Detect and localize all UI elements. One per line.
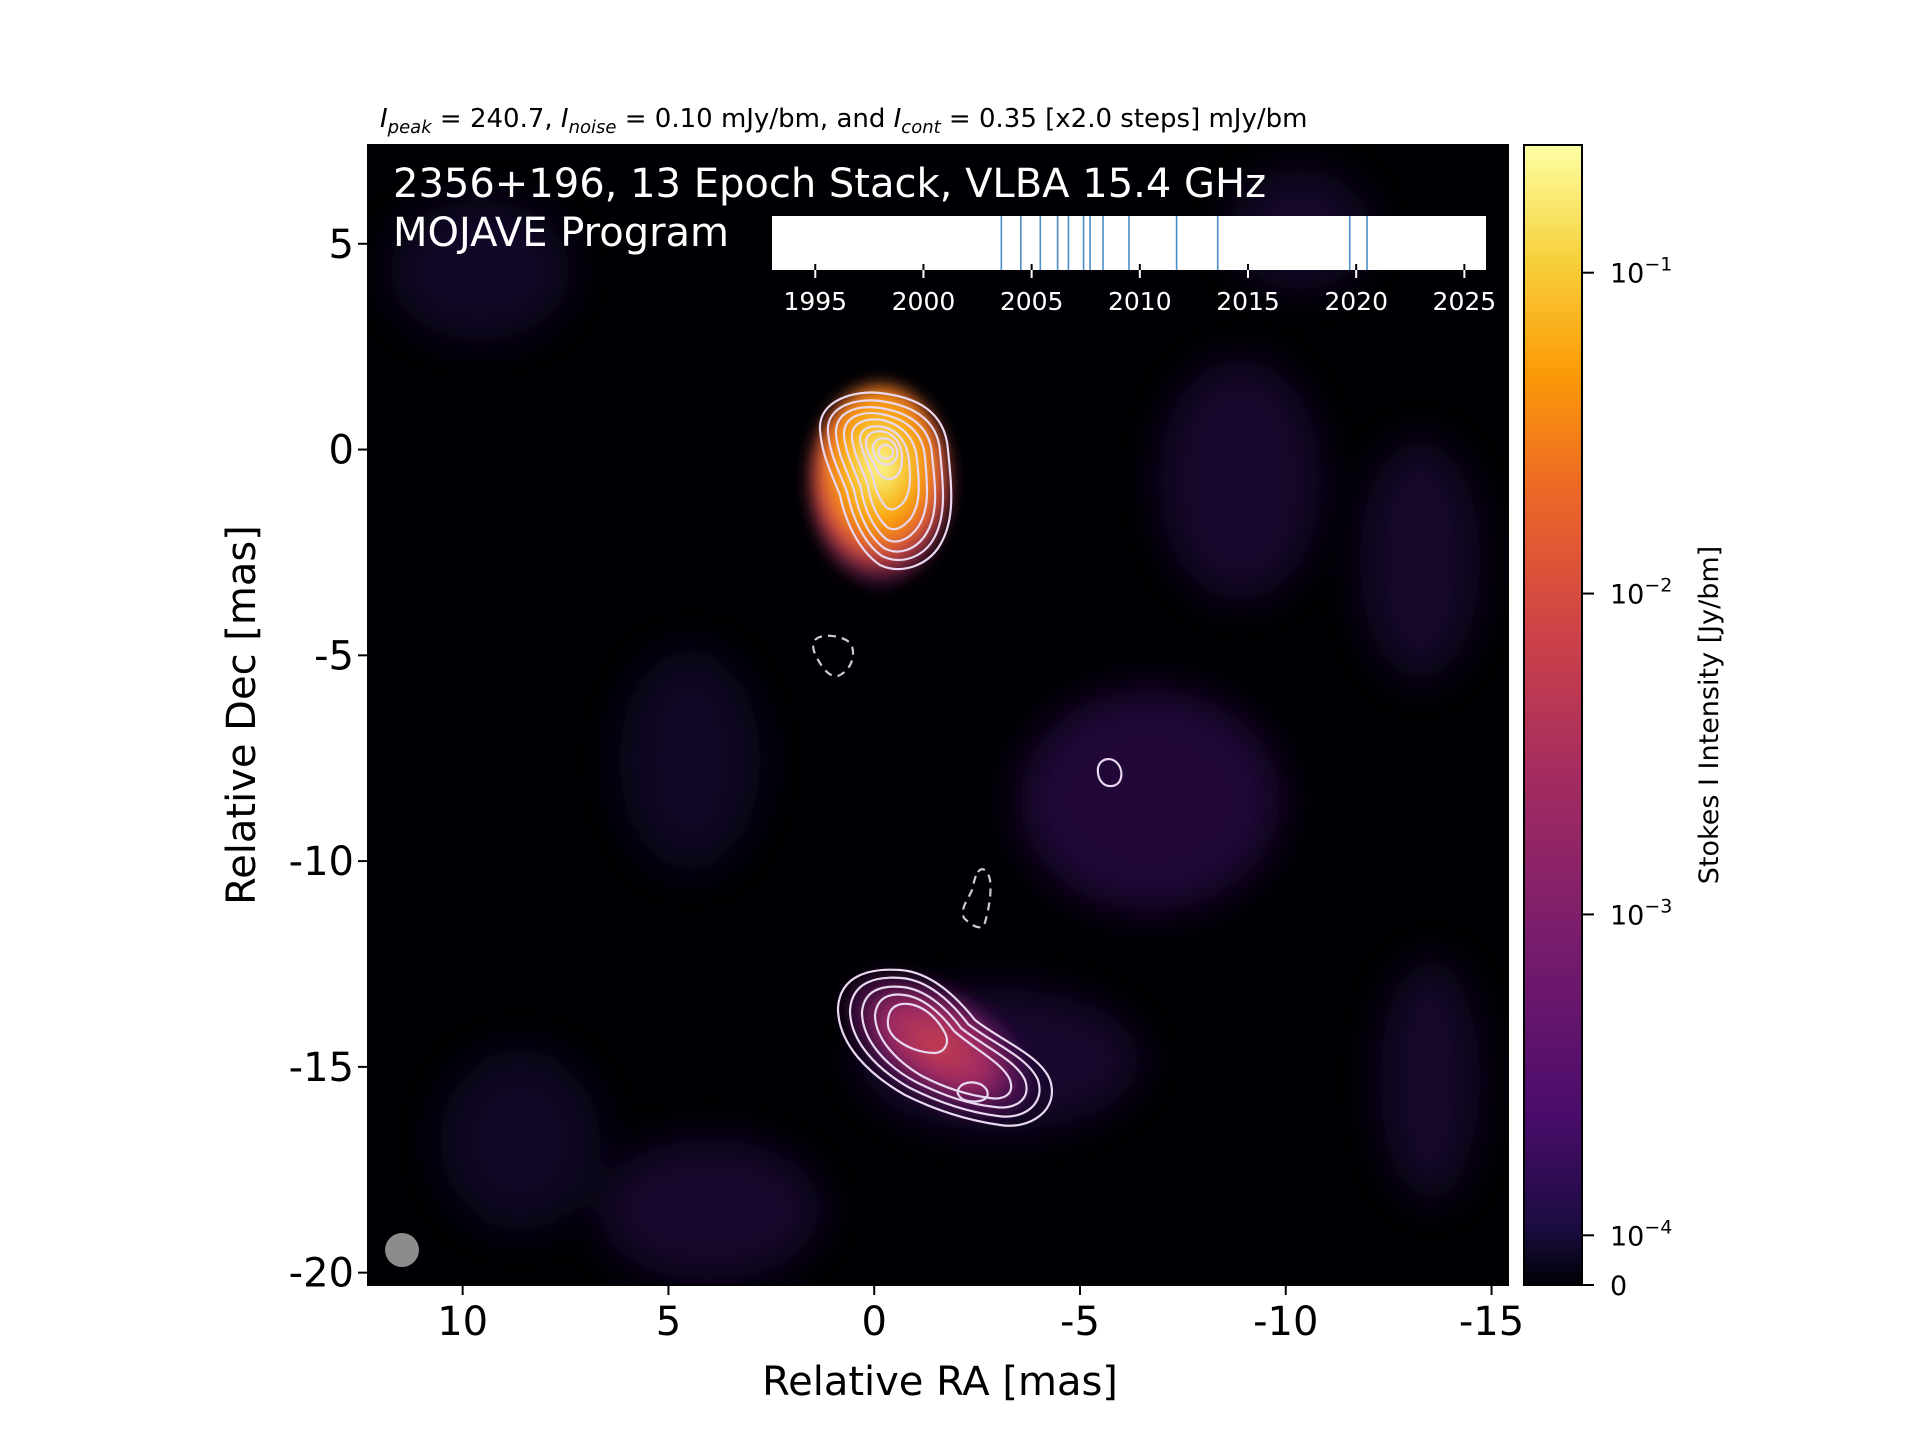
timeline-tick-label: 2000 <box>892 287 956 316</box>
colorbar-tick-label: 10−3 <box>1610 895 1672 931</box>
colorbar-tick-label: 0 <box>1610 1271 1627 1302</box>
y-tick-label: -15 <box>289 1045 354 1091</box>
x-tick-label: 0 <box>861 1299 886 1345</box>
intensity-summary: Ipeak = 240.7, Inoise = 0.10 mJy/bm, and… <box>380 104 1307 138</box>
southern-contours <box>836 968 1053 1127</box>
y-tick-label: -20 <box>289 1251 354 1297</box>
timeline-tick-label: 2010 <box>1108 287 1172 316</box>
beam-ellipse <box>385 1233 419 1267</box>
plot-frame <box>367 144 1509 1286</box>
colorbar <box>1523 144 1583 1286</box>
x-axis: 10 5 0 -5 -10 -15 <box>437 1285 1524 1345</box>
x-axis-label: Relative RA [mas] <box>762 1359 1118 1405</box>
y-tick-label: 0 <box>329 428 354 474</box>
y-tick-label: -5 <box>314 633 354 679</box>
colorbar-tick-label: 10−4 <box>1610 1216 1672 1252</box>
y-axis: 5 0 -5 -10 -15 -20 <box>289 222 368 1297</box>
timeline-tick-label: 2005 <box>1000 287 1064 316</box>
y-axis-label: Relative Dec [mas] <box>219 525 265 905</box>
negative-contour-1 <box>812 634 855 678</box>
timeline-tick-label: 2015 <box>1216 287 1280 316</box>
timeline-tick-label: 1995 <box>783 287 847 316</box>
y-tick-label: -10 <box>289 839 354 885</box>
colorbar-tick-label: 10−1 <box>1610 254 1672 290</box>
colorbar-axis: 10−1 10−2 10−3 10−4 0 <box>1582 254 1672 1302</box>
timeline-tick-label: 2020 <box>1324 287 1388 316</box>
image-layer <box>385 170 1480 1280</box>
negative-contour-2 <box>961 868 992 929</box>
chart-subtitle: MOJAVE Program <box>393 210 729 256</box>
x-tick-label: 10 <box>437 1299 488 1345</box>
x-tick-label: 5 <box>656 1299 681 1345</box>
chart-title: 2356+196, 13 Epoch Stack, VLBA 15.4 GHz <box>393 161 1266 207</box>
timeline-tick-label: 2025 <box>1433 287 1497 316</box>
x-tick-label: -10 <box>1253 1299 1318 1345</box>
isolated-contour-solid <box>1096 758 1123 788</box>
epoch-timeline: 1995 2000 2005 2010 2015 2020 2025 <box>772 216 1496 316</box>
colorbar-label: Stokes I Intensity [Jy/bm] <box>1694 546 1725 884</box>
core-contours <box>818 391 953 571</box>
colorbar-tick-label: 10−2 <box>1610 575 1672 611</box>
y-tick-label: 5 <box>329 222 354 268</box>
x-tick-label: -15 <box>1459 1299 1524 1345</box>
x-tick-label: -5 <box>1060 1299 1100 1345</box>
